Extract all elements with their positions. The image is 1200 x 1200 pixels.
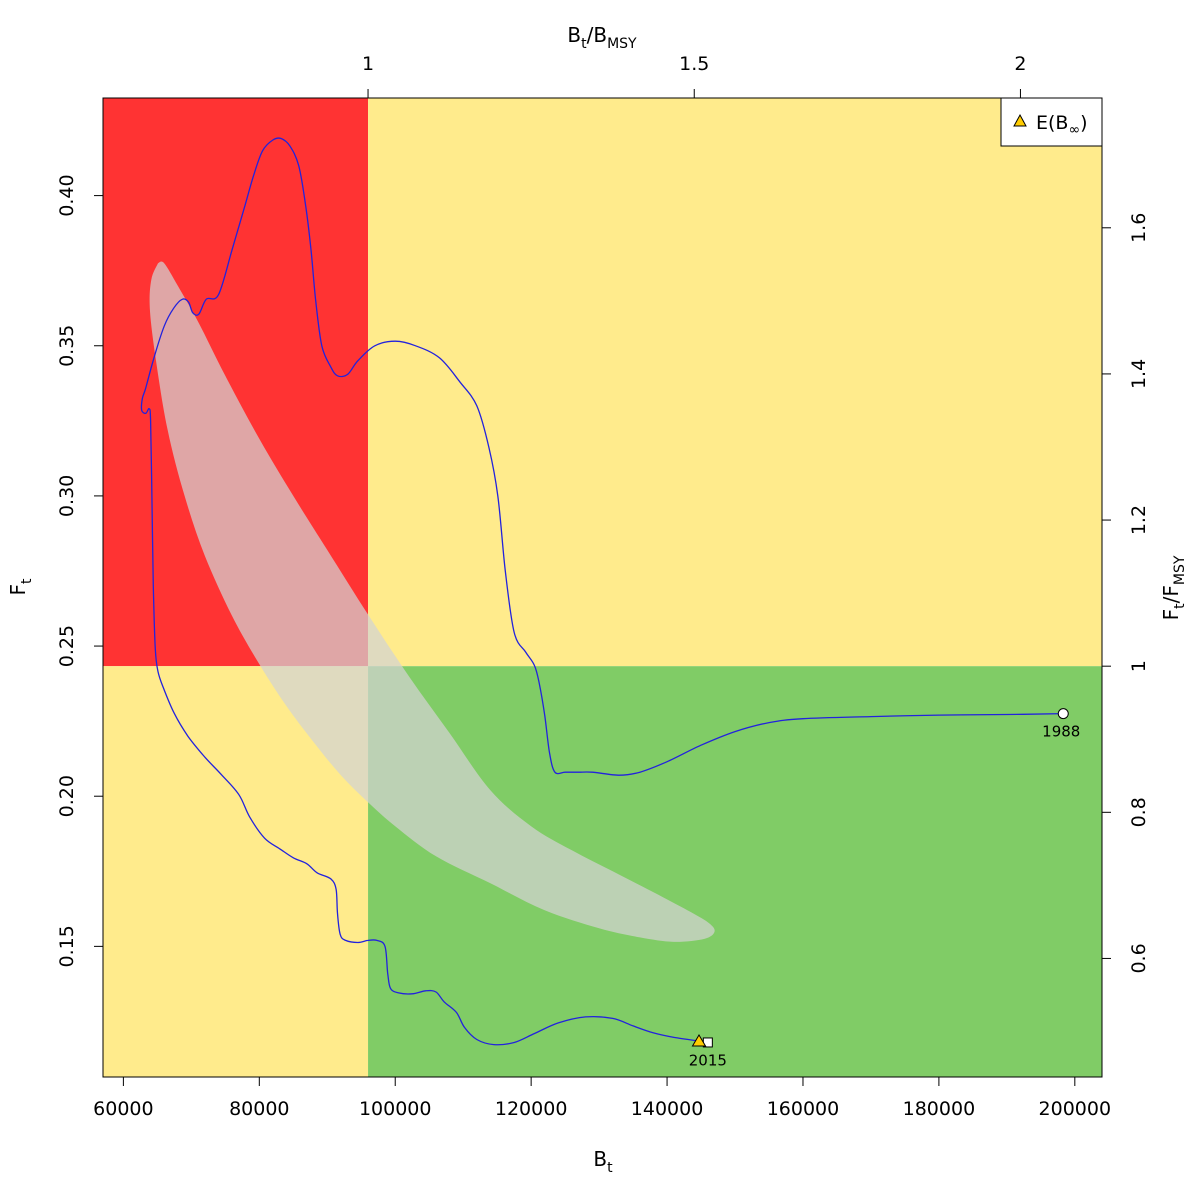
top-tick-label: 1.5	[679, 53, 709, 75]
start-point-marker	[1057, 708, 1069, 720]
legend-triangle-icon	[1013, 113, 1027, 127]
x-tick-label: 80000	[229, 1098, 289, 1120]
x-tick-label: 120000	[495, 1098, 568, 1120]
plot-area	[103, 98, 1102, 1077]
x-tick-label: 60000	[93, 1098, 153, 1120]
top-axis: 1 1.5 2	[362, 53, 1026, 99]
right-axis: 0.6 0.8 1 1.2 1.4 1.6	[1101, 213, 1150, 974]
right-tick-label: 1.6	[1128, 213, 1150, 243]
x-tick-label: 180000	[903, 1098, 976, 1120]
bottom-axis: 60000 80000 100000 120000 140000 160000 180000…	[93, 1076, 1112, 1120]
left-axis: 0.15 0.20 0.25 0.30 0.35 0.40	[56, 174, 104, 968]
right-tick-label: 1.4	[1128, 359, 1150, 389]
x-tick-label: 100000	[359, 1098, 432, 1120]
y-axis-title: Ft	[6, 578, 35, 596]
x-tick-label: 200000	[1039, 1098, 1112, 1120]
y-tick-label: 0.25	[56, 625, 78, 667]
legend: E(B∞)	[1000, 97, 1103, 147]
confidence-ellipse	[149, 261, 715, 942]
y-tick-label: 0.15	[56, 925, 78, 967]
right-tick-label: 1.2	[1128, 505, 1150, 535]
x-tick-label: 160000	[767, 1098, 840, 1120]
y-tick-label: 0.30	[56, 475, 78, 517]
x-tick-label: 140000	[631, 1098, 704, 1120]
expected-equilibrium-marker	[691, 1033, 707, 1047]
right-axis-title: Ft/FMSY	[1159, 555, 1188, 620]
legend-label: E(B∞)	[1036, 112, 1088, 138]
y-tick-label: 0.40	[56, 174, 78, 216]
right-tick-label: 1	[1128, 660, 1150, 672]
top-tick-label: 1	[362, 53, 374, 75]
end-year-label: 2015	[689, 1051, 727, 1069]
right-tick-label: 0.8	[1128, 797, 1150, 827]
top-axis-title: Bt/BMSY	[567, 23, 637, 52]
y-tick-label: 0.20	[56, 775, 78, 817]
trajectory-line	[140, 137, 1064, 1046]
overfishing-zone	[368, 98, 1102, 667]
start-year-label: 1988	[1042, 723, 1080, 741]
x-axis-title: Bt	[593, 1147, 613, 1176]
right-tick-label: 0.6	[1128, 943, 1150, 973]
y-tick-label: 0.35	[56, 325, 78, 367]
top-tick-label: 2	[1014, 53, 1026, 75]
